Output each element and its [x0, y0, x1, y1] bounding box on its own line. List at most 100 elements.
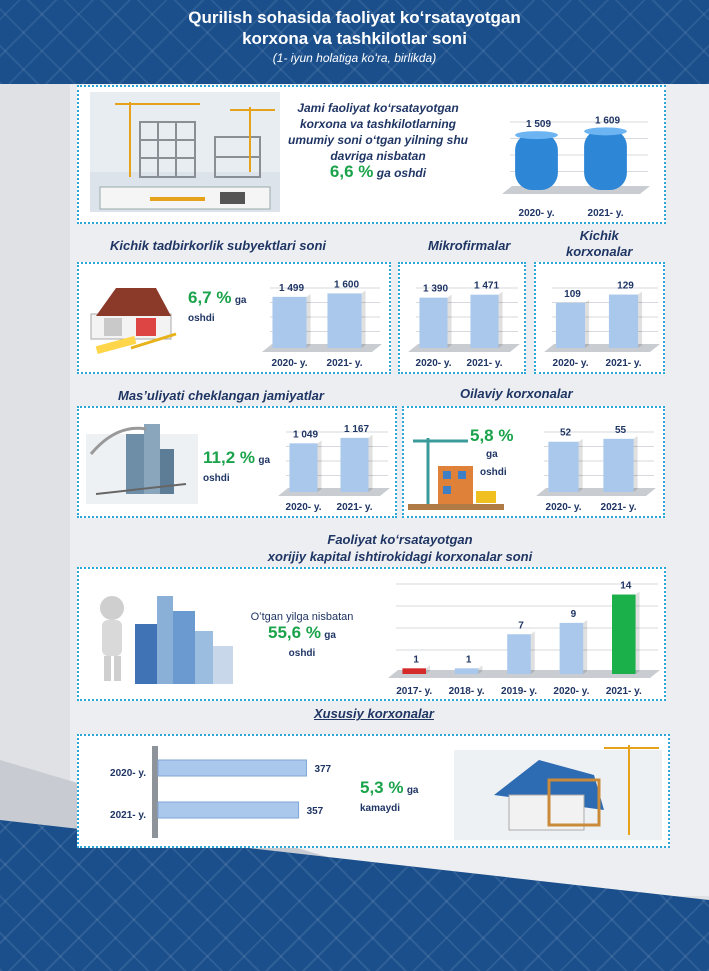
- category-label-small_firms-0: 2020- y.: [553, 358, 589, 369]
- category-label-micro-1: 2021- y.: [467, 358, 503, 369]
- bar-micro-0: [419, 297, 448, 348]
- house-frame-illustration: [454, 740, 662, 842]
- city-blueprint-illustration: [86, 414, 198, 508]
- bar-side-foreign-4: [635, 591, 640, 674]
- bar-micro-1: [470, 294, 499, 348]
- bar-side-micro-0: [447, 294, 452, 348]
- total-suffix: ga oshdi: [376, 166, 427, 180]
- value-label-total-1: 1 609: [595, 115, 620, 126]
- bar-small_business-1: [327, 293, 362, 348]
- small-firms-box: [534, 262, 665, 374]
- hbar-private-1: [157, 801, 300, 819]
- hbar-private-0: [157, 759, 307, 777]
- category-label-total-0: 2020- y.: [519, 208, 555, 219]
- value-label-foreign-0: 1: [413, 654, 419, 665]
- value-label-foreign-2: 7: [518, 620, 524, 631]
- family-chart: 52 2020- y. 55 2021- y.: [536, 425, 656, 513]
- bar-small_business-0: [272, 296, 307, 348]
- category-label-foreign-3: 2020- y.: [553, 686, 589, 697]
- llc-text: 11,2 % ga oshdi: [203, 448, 271, 484]
- value-label-small_firms-1: 129: [617, 281, 634, 292]
- small-business-chart: 1 499 2020- y. 1 600 2021- y.: [262, 279, 382, 369]
- private-title: Xususiy korxonalar: [314, 706, 434, 721]
- category-label-micro-0: 2020- y.: [416, 358, 452, 369]
- category-label-foreign-1: 2018- y.: [449, 686, 485, 697]
- bar-llc-1: [340, 437, 369, 492]
- value-label-foreign-4: 14: [620, 581, 632, 592]
- bar-side-small_business-1: [361, 290, 366, 348]
- value-label-private-0: 377: [314, 764, 331, 775]
- family-percent: 5,8 %: [470, 426, 514, 445]
- family-text: 5,8 % ga oshdi: [470, 426, 514, 478]
- bar-small_firms-0: [555, 302, 586, 348]
- value-label-total-0: 1 509: [526, 119, 551, 130]
- page-title: Qurilish sohasida faoliyat koʻrsatayotga…: [0, 7, 709, 49]
- bar-total-1: [584, 129, 627, 190]
- header-pattern: [0, 0, 709, 84]
- micro-chart: 1 390 2020- y. 1 471 2021- y.: [408, 281, 520, 369]
- total-chart: 1 509 2020- y. 1 609 2021- y.: [502, 115, 650, 219]
- house-model-illustration: [86, 276, 186, 358]
- construction-site-illustration: [90, 92, 280, 212]
- bar-small_firms-1: [608, 294, 639, 348]
- bar-foreign-2: [507, 634, 531, 674]
- family-title: Oilaviy korxonalar: [460, 386, 573, 401]
- bar-foreign-1: [454, 668, 479, 674]
- value-label-family-1: 55: [615, 425, 627, 436]
- total-percent: 6,6 %: [329, 162, 374, 181]
- bar-side-foreign-3: [583, 619, 588, 674]
- value-label-foreign-3: 9: [571, 609, 577, 620]
- title-line-2: korxona va tashkilotlar soni: [242, 29, 467, 48]
- page-subtitle: (1- iyun holatiga koʻra, birlikda): [272, 51, 437, 65]
- bar-foreign-3: [559, 622, 584, 674]
- small-business-title: Kichik tadbirkorlik subyektlari soni: [110, 238, 327, 253]
- bar-side-llc-1: [368, 434, 373, 492]
- bar-llc-0: [289, 443, 318, 492]
- bar-side-family-0: [578, 438, 583, 492]
- category-label-total-1: 2021- y.: [588, 208, 624, 219]
- foreign-title: Faoliyat koʻrsatayotgan xorijiy kapital …: [267, 532, 533, 564]
- bar-side-small_firms-1: [638, 291, 643, 348]
- value-label-small_business-1: 1 600: [334, 279, 359, 290]
- bar-family-0: [548, 441, 579, 492]
- value-label-small_business-0: 1 499: [279, 283, 304, 294]
- category-label-foreign-4: 2021- y.: [606, 686, 642, 697]
- value-label-micro-0: 1 390: [423, 284, 448, 295]
- bar-cap-total-0: [515, 131, 558, 140]
- bar-foreign-4: [612, 594, 636, 674]
- category-label-small_business-1: 2021- y.: [327, 358, 363, 369]
- bar-side-llc-0: [317, 440, 322, 492]
- total-text: Jami faoliyat koʻrsatayotgan korxona va …: [287, 101, 468, 181]
- bar-side-micro-1: [498, 291, 503, 348]
- private-chart: 377 2020- y. 357 2021- y.: [110, 746, 332, 838]
- llc-percent: 11,2 %: [203, 448, 255, 467]
- micro-box: [398, 262, 526, 374]
- bar-side-small_firms-0: [585, 299, 590, 348]
- bar-total-0: [515, 133, 558, 190]
- value-label-family-0: 52: [560, 428, 572, 439]
- building-crane-illustration: [408, 436, 504, 510]
- small-business-percent: 6,7 %: [188, 288, 232, 307]
- private-percent: 5,3 %: [360, 778, 404, 797]
- bar-side-foreign-2: [530, 631, 535, 674]
- value-label-small_firms-0: 109: [564, 289, 581, 300]
- category-label-llc-0: 2020- y.: [286, 502, 322, 513]
- category-label-llc-1: 2021- y.: [337, 502, 373, 513]
- category-label-family-0: 2020- y.: [546, 502, 582, 513]
- bar-side-family-1: [633, 435, 638, 492]
- value-label-private-1: 357: [307, 806, 324, 817]
- value-label-llc-1: 1 167: [344, 424, 369, 435]
- category-label-foreign-2: 2019- y.: [501, 686, 537, 697]
- foreign-text: Oʻtgan yilga nisbatan 55,6 % ga oshdi: [250, 611, 354, 659]
- category-label-private-0: 2020- y.: [110, 768, 146, 779]
- small-business-text: 6,7 % ga oshdi: [188, 288, 247, 324]
- bar-foreign-0: [402, 668, 426, 674]
- category-label-small_firms-1: 2021- y.: [606, 358, 642, 369]
- bar-side-foreign-0: [425, 665, 430, 674]
- category-label-small_business-0: 2020- y.: [272, 358, 308, 369]
- foreign-chart: 1 2017- y. 1 2018- y. 7 2019- y. 9 2020- y. 14 20…: [388, 581, 660, 697]
- small-firms-chart: 109 2020- y. 129 2021- y.: [544, 281, 660, 369]
- header-banner: Qurilish sohasida faoliyat koʻrsatayotga…: [0, 0, 709, 84]
- llc-title: Mas’uliyati cheklangan jamiyatlar: [118, 388, 324, 403]
- foreign-percent: 55,6 %: [268, 623, 321, 642]
